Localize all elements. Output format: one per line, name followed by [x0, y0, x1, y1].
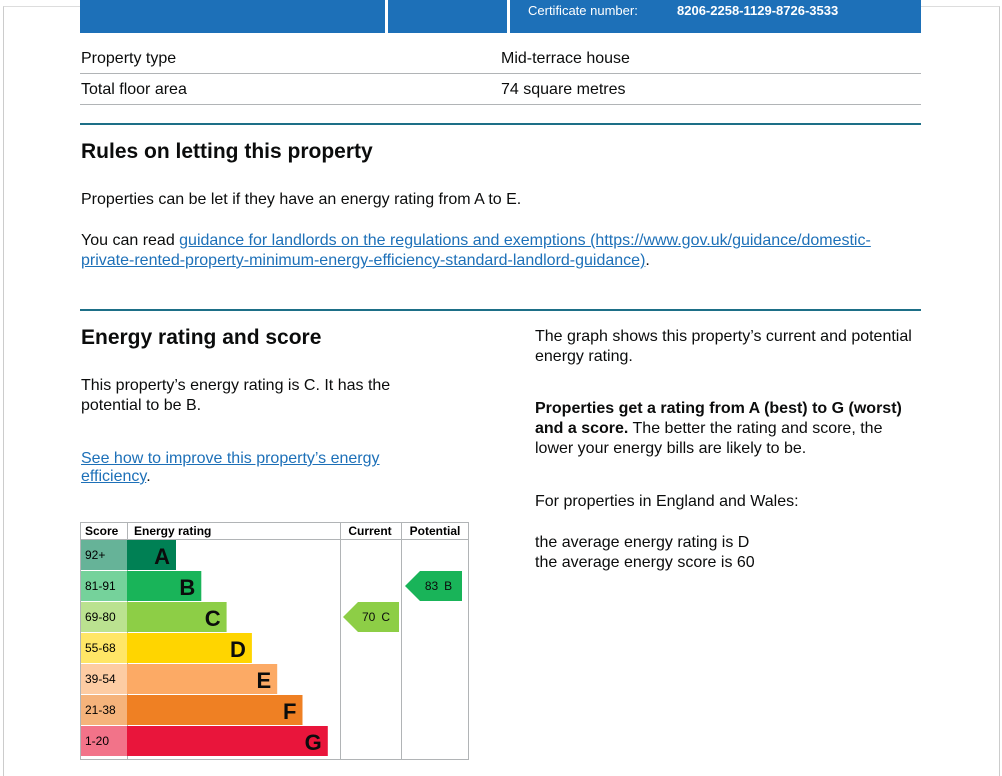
paragraph: See how to improve this property’s energ… [81, 450, 411, 486]
score-cell [81, 695, 127, 725]
rating-arrow-label: 83 B [425, 579, 452, 593]
row-label: Property type [81, 50, 177, 67]
section-rule [80, 123, 921, 125]
band-bar [127, 664, 278, 694]
band-bar [127, 633, 252, 663]
energy-chart: Score Energy rating Current Potential 92+ A 81… [80, 522, 469, 760]
text: You can read [81, 232, 180, 249]
band-score: 55-68 [85, 641, 116, 655]
band-letter: D [230, 637, 246, 662]
rating-arrow [343, 602, 399, 632]
band-score: 69-80 [85, 610, 116, 624]
band-bar [127, 571, 202, 601]
section-heading: Rules on letting this property [81, 140, 373, 163]
band-letter: C [205, 606, 221, 631]
band-letter: F [283, 699, 296, 724]
band-letter: G [305, 730, 322, 755]
column-header: Current [348, 524, 391, 538]
rating-arrow-label: 70 C [362, 610, 390, 624]
certificate-number: 8206-2258-1129-8726-3533 [677, 3, 839, 18]
bold-text: Properties get a rating from A (best) to… [535, 400, 902, 437]
header-divider [507, 0, 510, 33]
band-bar [127, 695, 303, 725]
paragraph: For properties in England and Wales: [535, 493, 799, 510]
score-cell [81, 726, 127, 756]
score-cell [81, 602, 127, 632]
header-bar [80, 0, 921, 33]
paragraph: Properties get a rating from A (best) to… [535, 399, 921, 459]
rating-letter: B [444, 579, 452, 593]
row-label: Total floor area [81, 81, 187, 98]
column-header: Potential [410, 524, 461, 538]
rating-letter: C [381, 610, 390, 624]
certificate-label: Certificate number: [528, 3, 638, 18]
band-score: 92+ [85, 548, 105, 562]
row-line [80, 73, 921, 74]
guidance-link[interactable]: guidance for landlords on the regulation… [81, 232, 871, 269]
score-cell [81, 540, 127, 570]
header-divider [385, 0, 388, 33]
column-header: Energy rating [134, 524, 211, 538]
paragraph: Properties can be let if they have an en… [81, 191, 522, 208]
band-bar [127, 602, 227, 632]
paragraph: the average energy rating is D [535, 534, 750, 551]
score-cell [81, 571, 127, 601]
section-rule [80, 309, 921, 311]
rating-score: 70 [362, 610, 376, 624]
column-header: Score [85, 524, 119, 538]
band-bar [127, 540, 176, 570]
score-cell [81, 664, 127, 694]
band-bar [127, 726, 328, 756]
band-letter: B [179, 575, 195, 600]
row-value: Mid-terrace house [501, 50, 630, 67]
rating-arrow [405, 571, 462, 601]
rating-score: 83 [425, 579, 439, 593]
band-letter: A [154, 544, 170, 569]
band-score: 1-20 [85, 734, 109, 748]
paragraph: You can read guidance for landlords on t… [81, 231, 881, 271]
improve-link[interactable]: See how to improve this property’s energ… [81, 450, 380, 485]
text: The better the rating and score, the low… [535, 420, 883, 457]
text: . [645, 252, 650, 269]
section-heading: Energy rating and score [81, 326, 322, 349]
band-score: 39-54 [85, 672, 116, 686]
paragraph: This property’s energy rating is C. It h… [81, 377, 391, 414]
band-letter: E [257, 668, 272, 693]
band-score: 21-38 [85, 703, 116, 717]
score-cell [81, 633, 127, 663]
paragraph: the average energy score is 60 [535, 554, 755, 571]
paragraph: The graph shows this property’s current … [535, 328, 912, 365]
row-line [80, 104, 921, 105]
row-value: 74 square metres [501, 81, 626, 98]
band-score: 81-91 [85, 579, 116, 593]
text: . [146, 468, 151, 485]
